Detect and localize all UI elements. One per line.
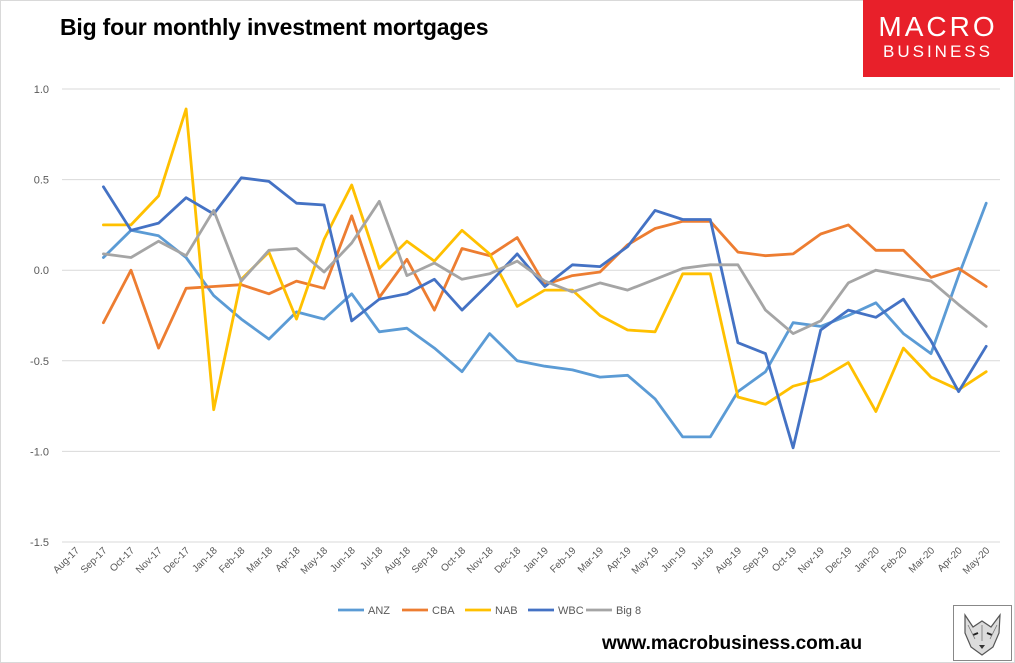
x-tick-label: Jan-18 <box>190 545 220 575</box>
legend-item-nab[interactable]: NAB <box>465 605 518 617</box>
legend-label: WBC <box>558 605 584 617</box>
x-tick-label: Aug-18 <box>382 545 413 576</box>
legend-item-cba[interactable]: CBA <box>402 605 455 617</box>
x-tick-label: Sep-18 <box>410 545 441 576</box>
series-line-wbc[interactable] <box>102 176 988 450</box>
x-tick-label: Nov-19 <box>796 545 827 576</box>
macro-business-logo[interactable]: MACRO BUSINESS <box>863 0 1013 77</box>
y-tick-label: 1.0 <box>34 84 49 96</box>
legend-label: Big 8 <box>616 605 641 617</box>
x-tick-label: Aug-19 <box>713 545 744 576</box>
x-tick-label: Nov-18 <box>465 545 496 576</box>
y-tick-label: -1.0 <box>30 446 49 458</box>
series-line-big-8[interactable] <box>102 199 988 335</box>
x-tick-label: Dec-17 <box>162 545 193 576</box>
legend-label: CBA <box>432 605 455 617</box>
x-tick-label: Nov-17 <box>134 545 165 576</box>
x-tick-label: Oct-17 <box>108 545 137 574</box>
x-tick-label: May-18 <box>299 545 331 577</box>
x-tick-label: Feb-19 <box>548 545 578 575</box>
x-tick-label: Oct-18 <box>439 545 468 574</box>
legend-item-big-8[interactable]: Big 8 <box>586 605 641 617</box>
x-tick-label: Mar-20 <box>907 545 937 575</box>
x-tick-label: Jun-19 <box>659 545 689 575</box>
y-tick-label: 0.0 <box>34 265 49 277</box>
x-tick-label: Oct-19 <box>770 545 799 574</box>
chart-title: Big four monthly investment mortgages <box>60 14 489 40</box>
legend-label: ANZ <box>368 605 390 617</box>
x-tick-label: Feb-18 <box>217 545 247 575</box>
x-tick-label: Feb-20 <box>879 545 909 575</box>
x-tick-label: Dec-19 <box>824 545 855 576</box>
legend-item-anz[interactable]: ANZ <box>338 605 390 617</box>
x-tick-label: Jun-18 <box>328 545 358 575</box>
x-tick-label: Dec-18 <box>493 545 524 576</box>
x-tick-label: Jan-20 <box>853 545 883 575</box>
website-url[interactable]: www.macrobusiness.com.au <box>602 633 863 654</box>
series-line-anz[interactable] <box>102 201 988 439</box>
x-tick-label: May-19 <box>630 545 662 577</box>
x-tick-label: Sep-17 <box>79 545 110 576</box>
logo-line-1: MACRO <box>878 11 998 42</box>
x-tick-label: May-20 <box>961 545 993 577</box>
x-tick-label: Mar-19 <box>576 545 606 575</box>
x-tick-label: Sep-19 <box>741 545 772 576</box>
y-tick-label: 0.5 <box>34 175 49 187</box>
x-tick-label: Mar-18 <box>245 545 275 575</box>
legend-item-wbc[interactable]: WBC <box>528 605 584 617</box>
wolf-mascot-icon <box>953 605 1012 661</box>
x-tick-label: Aug-17 <box>51 545 82 576</box>
x-tick-label: Jan-19 <box>522 545 552 575</box>
logo-line-2: BUSINESS <box>883 42 993 61</box>
legend-label: NAB <box>495 605 518 617</box>
y-tick-label: -0.5 <box>30 356 49 368</box>
y-tick-label: -1.5 <box>30 537 49 549</box>
